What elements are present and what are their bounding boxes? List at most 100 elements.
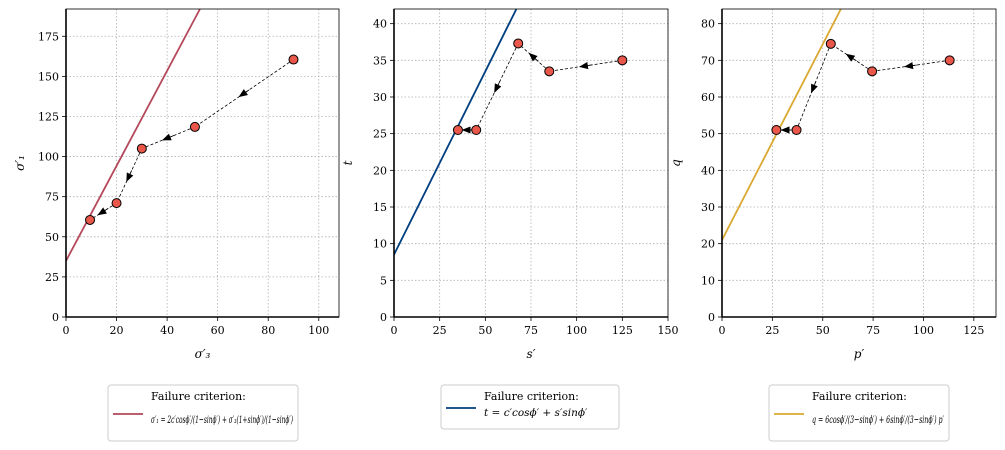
x-tick-label: 0 [719,324,726,337]
y-tick-label: 20 [373,164,387,177]
legend-box [768,384,950,442]
chart-panel-1: 0 20 40 60 80 100 0 25 50 75 100 125 150 175 σ′₃ σ′₁ Fai… [13,8,340,442]
stress-path-arrow [238,89,250,98]
stress-point [452,125,463,135]
y-axis-label: σ′₁ [13,155,27,171]
y-tick-label: 70 [701,54,715,67]
legend-formula: t = c′cosϕ′ + s′sinϕ′ [484,407,588,419]
stress-path-segment [141,126,196,149]
legend-formula: σ′₁ = 2c′cosϕ′/(1−sinϕ′) + σ′₃(1+sinϕ′)/… [151,414,293,426]
legend-formula: q = 6cosϕ′/(3−sinϕ′) + 6sinϕ′/(3−sinϕ′) … [812,414,944,426]
stress-point [111,198,122,209]
plot-frame [65,8,340,318]
stress-path-segment [830,43,873,72]
y-tick-label: 40 [701,164,715,177]
x-tick-label: 20 [110,324,124,337]
plot-frame [721,8,997,318]
stress-point [867,66,878,77]
x-tick-label: 60 [211,324,225,337]
y-tick-label: 10 [373,238,387,251]
stress-path-arrow [161,133,175,141]
y-tick-label: 80 [701,18,715,31]
failure-criterion-line [722,9,842,241]
stress-point [136,143,147,154]
stress-path-arrow [845,53,857,62]
x-tick-label: 75 [524,324,538,337]
x-tick-label: 75 [866,324,880,337]
y-tick-label: 5 [380,274,387,287]
legend-title: Failure criterion: [151,390,246,403]
y-tick-label: 175 [38,30,59,43]
legend: Failure criterion: q = 6cosϕ′/(3−sinϕ′) +… [768,384,950,442]
stress-path-arrow [126,170,134,183]
stress-point [771,125,782,135]
stress-path-arrow [904,61,917,70]
stress-path-arrow [578,61,592,70]
x-tick-label: 100 [566,324,587,337]
stress-point [791,125,802,135]
legend-box [107,384,299,442]
chart-panel-2: 0 25 50 75 100 125 150 0 5 10 15 20 25 30 35 40 s′ t Failu… [341,8,679,430]
x-tick-label: 125 [963,324,984,337]
x-tick-label: 125 [612,324,633,337]
y-tick-label: 35 [373,54,387,67]
x-tick-label: 100 [913,324,934,337]
legend-title: Failure criterion: [812,390,907,403]
x-tick-label: 0 [391,324,398,337]
y-tick-label: 30 [373,91,387,104]
y-tick-label: 60 [701,91,715,104]
x-axis-label: p′ [854,347,865,361]
stress-point [471,125,482,135]
stress-path-arrow [811,81,818,94]
legend: Failure criterion: t = c′cosϕ′ + s′sinϕ′ [440,384,620,430]
y-tick-label: 100 [38,151,59,164]
y-tick-label: 50 [701,128,715,141]
x-tick-label: 50 [816,324,830,337]
y-tick-label: 0 [52,311,59,324]
x-axis-label: s′ [527,347,536,361]
stress-point [617,55,628,66]
y-tick-label: 50 [45,231,59,244]
legend: Failure criterion: σ′₁ = 2c′cosϕ′/(1−sinϕ… [107,384,299,442]
x-axis-label: σ′₃ [195,347,211,361]
x-tick-label: 25 [433,324,447,337]
stress-point [288,54,299,65]
stress-path-segment [872,59,950,72]
x-tick-label: 80 [261,324,275,337]
y-tick-label: 0 [380,311,387,324]
y-tick-label: 10 [701,274,715,287]
failure-criterion-line [66,9,201,262]
y-tick-label: 125 [38,110,59,123]
stress-point [544,66,555,77]
stress-path-arrow [97,207,109,216]
y-tick-label: 20 [701,238,715,251]
stress-path-segment [475,43,519,131]
stress-path-arrow [494,81,502,93]
y-tick-label: 40 [373,18,387,31]
x-tick-label: 150 [658,324,679,337]
legend-title: Failure criterion: [484,390,579,403]
y-tick-label: 150 [38,70,59,83]
stress-path-arrow [528,52,539,62]
y-axis-label: t [341,160,355,165]
x-tick-label: 50 [478,324,492,337]
x-tick-label: 100 [308,324,329,337]
y-tick-label: 25 [45,271,59,284]
y-tick-label: 30 [701,201,715,214]
y-axis-label: q [669,159,683,167]
y-tick-label: 75 [45,191,59,204]
x-tick-label: 0 [63,324,70,337]
stress-point [513,38,524,49]
legend-box [440,384,620,430]
stress-point [825,38,836,49]
stress-point [85,214,96,225]
y-tick-label: 15 [373,201,387,214]
y-tick-label: 25 [373,128,387,141]
y-tick-label: 0 [708,311,715,324]
stress-point [189,121,200,132]
x-tick-label: 40 [160,324,174,337]
x-tick-label: 25 [765,324,779,337]
chart-panel-3: 0 25 50 75 100 125 0 10 20 30 40 50 60 70 80 p′ q Failure… [669,8,997,442]
stress-point [944,55,955,66]
